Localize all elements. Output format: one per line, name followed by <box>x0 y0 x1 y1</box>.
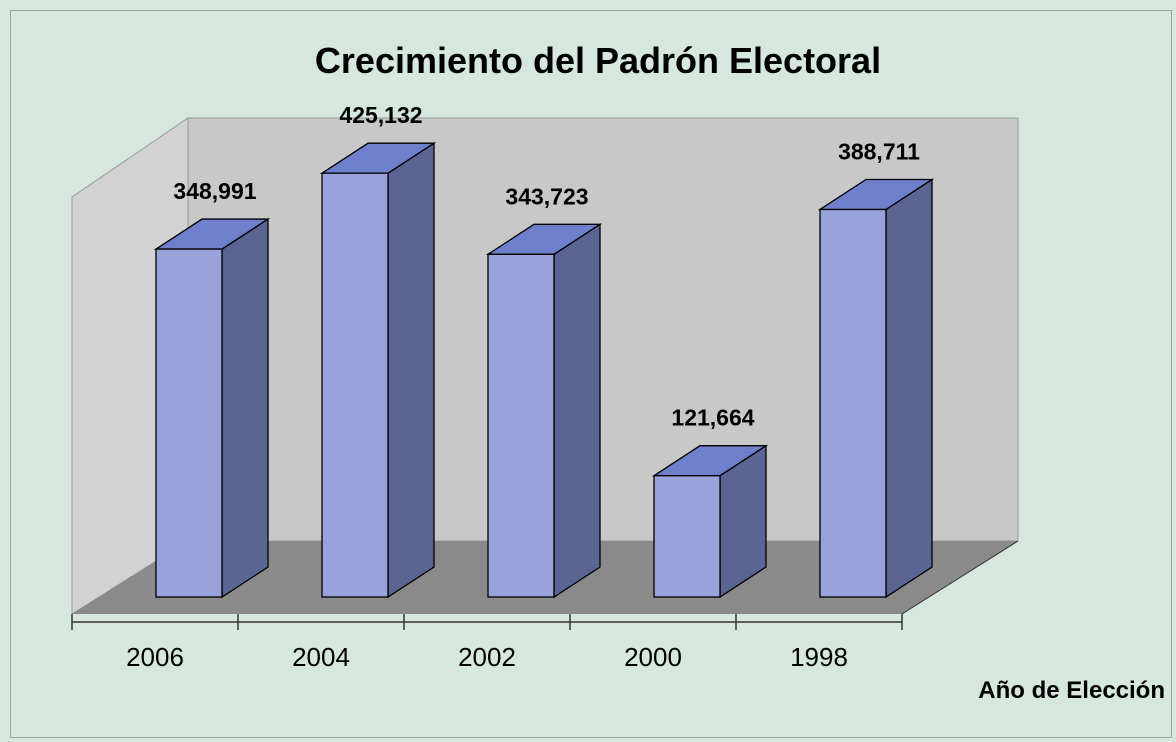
bar-front-face <box>487 253 555 598</box>
data-label: 425,132 <box>339 102 422 128</box>
x-tick-label: 2002 <box>458 642 516 672</box>
chart-frame <box>10 10 1172 738</box>
data-label: 121,664 <box>671 405 754 431</box>
bar-1998 <box>817 178 935 599</box>
bar-side-face <box>387 141 435 599</box>
bar-2004 <box>319 141 437 599</box>
x-tick-label: 2004 <box>292 642 350 672</box>
chart-title: Crecimiento del Padrón Electoral <box>315 40 881 81</box>
data-label: 348,991 <box>173 178 256 204</box>
data-label: 343,723 <box>505 183 588 209</box>
bar-side-face <box>553 223 601 599</box>
data-label: 388,711 <box>838 138 920 164</box>
bar-2006 <box>153 217 271 599</box>
bar-2000 <box>651 444 769 599</box>
x-tick-label: 2000 <box>624 642 682 672</box>
floor-edge <box>901 540 1019 615</box>
x-tick-label: 1998 <box>790 642 848 672</box>
bar-front-face <box>819 208 887 598</box>
bar-2002 <box>485 223 603 599</box>
x-axis-label: Año de Elección <box>978 677 1165 704</box>
bar-front-face <box>653 475 721 598</box>
bar-side-face <box>885 178 933 599</box>
x-tick-label: 2006 <box>126 642 184 672</box>
bar-front-face <box>155 248 223 598</box>
bar-front-face <box>321 172 389 598</box>
bar-side-face <box>221 217 269 599</box>
